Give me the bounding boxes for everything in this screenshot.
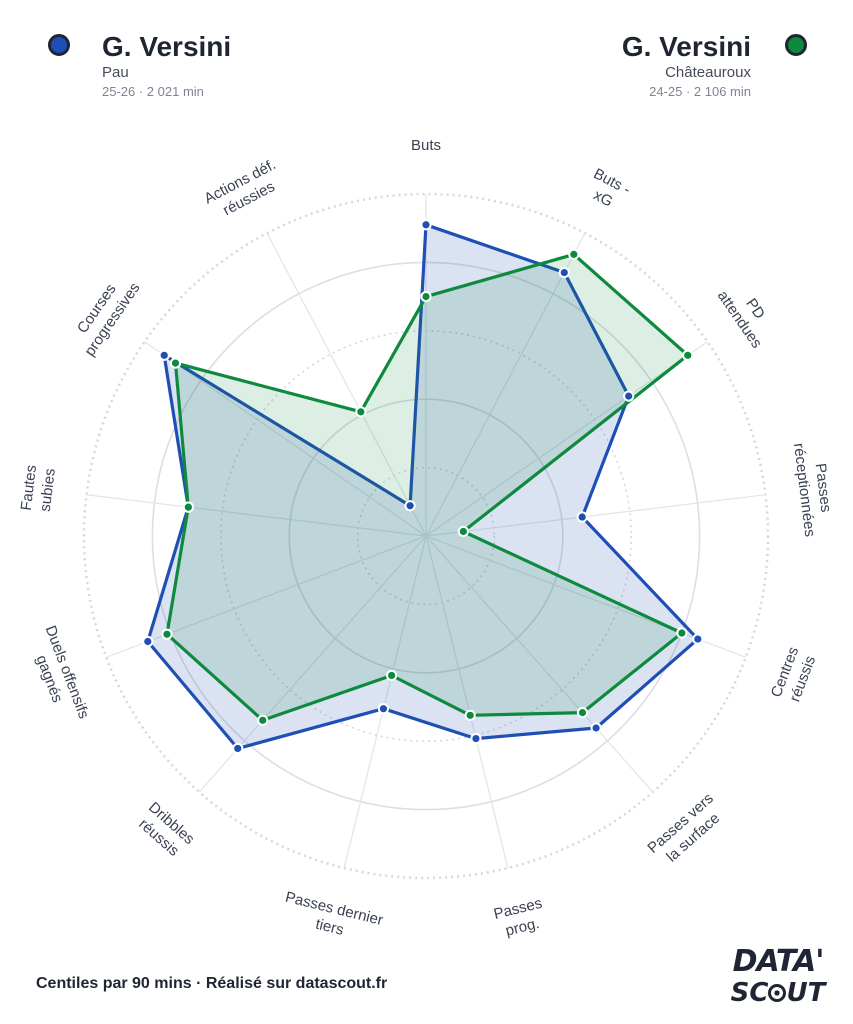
series-1-point-12 (158, 349, 170, 361)
player-right-name: G. Versini (621, 31, 751, 62)
player-left-name: G. Versini (102, 31, 232, 62)
grid-spoke-12 (144, 341, 427, 537)
series-1-point-10 (142, 635, 154, 648)
grid-ring-20 (356, 466, 496, 606)
series-2-point-5 (676, 627, 688, 639)
series-1-point-2 (558, 266, 570, 279)
logo-line-2: SC UT (728, 978, 828, 1008)
axis-label-1-line-1: Buts (411, 137, 441, 154)
player-left-info: G. Versini Pau 25-26 · 2 021 min (102, 30, 231, 101)
grid-spoke-13 (266, 232, 427, 537)
grid-spoke-2 (425, 232, 586, 537)
radar-grid (82, 192, 770, 880)
series-1-point-9 (232, 742, 244, 755)
series-2-point-3 (682, 349, 694, 361)
series-area-1 (146, 223, 700, 751)
series-2-point-6 (576, 707, 589, 719)
football-icon (768, 984, 787, 1002)
player-right-color-dot (785, 34, 807, 56)
logo-line-1: DATA' (732, 944, 825, 979)
series-1-point-6 (590, 722, 602, 734)
footer-caption: Centiles par 90 mins · Réalisé sur datas… (36, 975, 388, 992)
series-2-point-2 (568, 248, 580, 260)
grid-spoke-11 (86, 494, 427, 537)
axis-label-2: Buts -xG (591, 165, 634, 211)
grid-spoke-8 (343, 535, 427, 869)
radar-points (142, 219, 704, 755)
series-2-point-1 (420, 291, 432, 303)
axis-label-4-line-2: réceptionnées (790, 442, 818, 538)
series-area-2 (165, 252, 690, 722)
series-2-point-4 (457, 525, 469, 538)
grid-spoke-5 (425, 535, 746, 658)
grid-spoke-10 (106, 535, 427, 658)
grid-spoke-7 (425, 535, 509, 869)
grid-ring-100 (82, 192, 770, 880)
axis-label-11-line-1: Fautes (18, 464, 40, 512)
series-2-point-9 (257, 714, 269, 726)
player-right-club: Châteauroux (665, 64, 751, 81)
logo-text-sc: SC (730, 978, 769, 1008)
series-1-point-3 (623, 390, 635, 402)
player-right-season-minutes: 24-25 · 2 106 min (649, 84, 751, 99)
axis-label-11-line-2: subies (37, 467, 59, 512)
series-2-point-8 (386, 669, 398, 682)
series-1-point-13 (404, 500, 416, 512)
player-left-color-dot (48, 34, 70, 56)
axis-label-8-line-2: tiers (314, 916, 346, 939)
axis-label-1: Buts (411, 137, 441, 154)
series-2-point-7 (464, 709, 476, 721)
series-2-point-10 (161, 628, 173, 640)
series-1-point-5 (692, 633, 704, 645)
grid-spoke-3 (425, 341, 708, 537)
datascout-logo: DATA' SC UT (728, 944, 828, 1009)
grid-spoke-4 (425, 494, 766, 537)
series-1-point-4 (576, 511, 588, 523)
series-2-point-11 (182, 501, 194, 513)
series-2-point-12 (169, 357, 182, 369)
series-1-point-7 (470, 732, 482, 745)
logo-text-ut: UT (786, 978, 826, 1008)
player-left-season-minutes: 25-26 · 2 021 min (102, 84, 204, 99)
player-left-club: Pau (102, 64, 129, 81)
axis-label-13: Actions déf.réussies (201, 156, 278, 219)
radar-series (146, 223, 700, 751)
grid-spoke-6 (425, 535, 654, 793)
series-1-point-1 (420, 219, 432, 231)
axis-label-4-line-1: Passes (812, 462, 835, 513)
series-1-point-8 (377, 703, 390, 715)
axis-label-2-line-2: xG (591, 187, 616, 211)
series-2-point-13 (355, 406, 367, 418)
player-right-info: G. Versini Châteauroux 24-25 · 2 106 min (622, 30, 751, 101)
